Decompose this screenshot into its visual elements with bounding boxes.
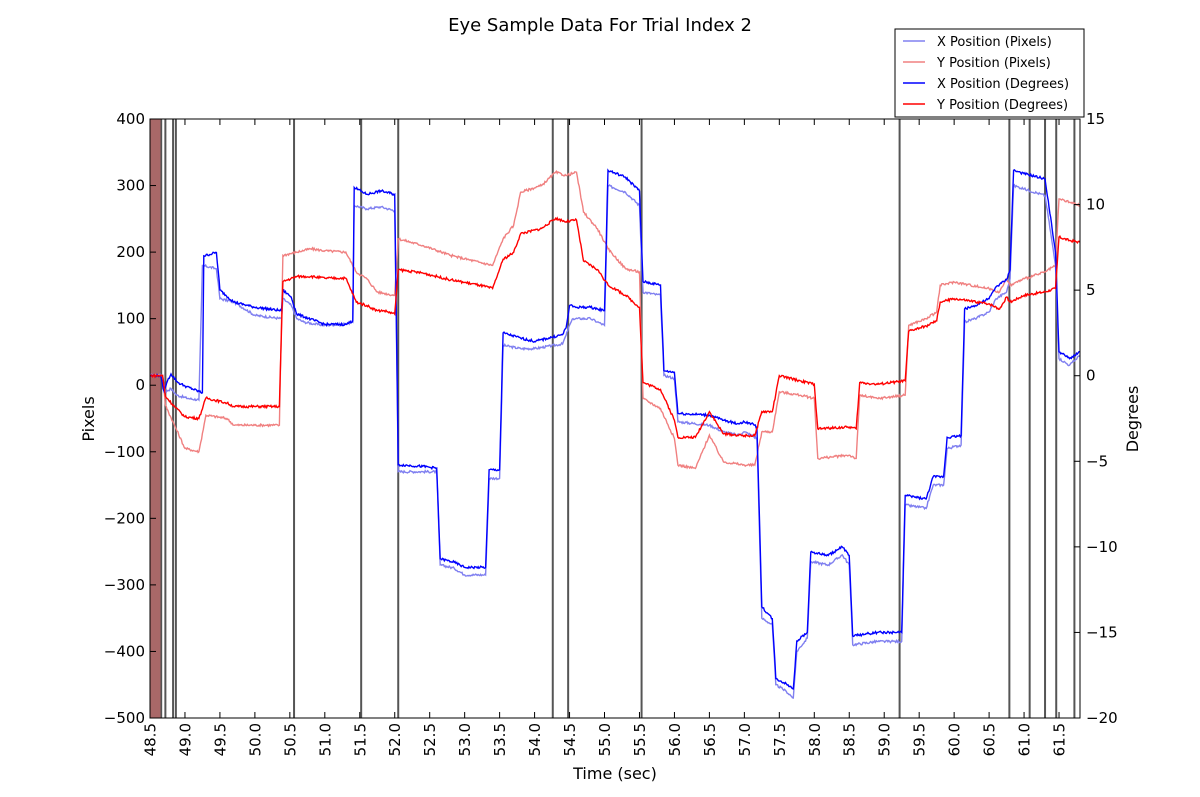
event-band: [150, 119, 161, 718]
series-layer: [149, 168, 1081, 699]
x-axis-ticks: 48.5 49.0 49.5 50.0 50.5 51.0 51.5 52.0 52.5 53.0…: [142, 119, 1069, 756]
x-tick-label-7: 52.0: [386, 723, 404, 756]
y-tick-label-7: −300: [104, 576, 145, 594]
y-tick-label-2: 200: [116, 243, 145, 261]
y-tick-label-9: −500: [104, 709, 145, 727]
x-tick-label-24: 60.5: [981, 723, 999, 756]
series-line-0: [149, 183, 1081, 699]
y-tick-label-6: −200: [104, 509, 145, 527]
legend-label-3: Y Position (Degrees): [936, 98, 1068, 113]
y-axis-label: Pixels: [79, 396, 98, 441]
y2-tick-label-0: 15: [1086, 110, 1105, 128]
y2-tick-label-7: −20: [1086, 709, 1118, 727]
x-tick-label-19: 58.0: [806, 723, 824, 756]
x-tick-label-5: 51.0: [316, 723, 334, 756]
plot-frame: [149, 118, 1081, 719]
y2-axis-ticks: 15 10 5 0 −5 −10 −15 −20: [1074, 110, 1118, 727]
y-tick-label-5: −100: [104, 443, 145, 461]
x-tick-label-3: 50.0: [246, 723, 264, 756]
legend-box: [894, 28, 1085, 118]
y2-tick-label-1: 10: [1086, 196, 1105, 214]
legend-label-1: Y Position (Pixels): [936, 56, 1051, 71]
x-tick-label-18: 57.5: [771, 723, 789, 756]
x-tick-label-14: 55.5: [631, 723, 649, 756]
y-tick-label-1: 300: [116, 177, 145, 195]
legend-label-2: X Position (Degrees): [937, 77, 1069, 92]
chart-title: Eye Sample Data For Trial Index 2: [448, 15, 752, 36]
legend: X Position (Pixels) Y Position (Pixels) X …: [894, 28, 1085, 118]
x-tick-label-6: 51.5: [351, 723, 369, 756]
x-tick-label-10: 53.5: [491, 723, 509, 756]
x-axis-label: Time (sec): [572, 764, 657, 783]
x-tick-label-11: 54.0: [526, 723, 544, 756]
x-tick-label-12: 54.5: [561, 723, 579, 756]
series-line-1: [149, 170, 1081, 470]
y-tick-label-0: 400: [116, 110, 145, 128]
y2-tick-label-3: 0: [1086, 367, 1096, 385]
x-tick-label-21: 59.0: [876, 723, 894, 756]
event-markers: [150, 119, 1076, 718]
y2-axis-label: Degrees: [1123, 386, 1142, 453]
x-tick-label-8: 52.5: [421, 723, 439, 756]
x-tick-label-9: 53.0: [456, 723, 474, 756]
series-line-2: [149, 168, 1081, 690]
x-tick-label-25: 61.0: [1016, 723, 1034, 756]
x-tick-label-13: 55.0: [596, 723, 614, 756]
x-tick-label-20: 58.5: [841, 723, 859, 756]
x-tick-label-16: 56.5: [701, 723, 719, 756]
y2-tick-label-4: −5: [1086, 452, 1108, 470]
x-tick-label-2: 49.5: [211, 723, 229, 756]
x-tick-label-26: 61.5: [1051, 723, 1069, 756]
y-tick-label-4: 0: [135, 376, 145, 394]
y2-tick-label-6: −15: [1086, 623, 1118, 641]
x-tick-label-17: 57.0: [736, 723, 754, 756]
x-tick-label-0: 48.5: [142, 723, 160, 756]
y-tick-label-3: 100: [116, 310, 145, 328]
x-tick-label-23: 60.0: [946, 723, 964, 756]
x-tick-label-22: 59.5: [911, 723, 929, 756]
y2-tick-label-2: 5: [1086, 281, 1096, 299]
y2-tick-label-5: −10: [1086, 538, 1118, 556]
y-axis-ticks: 400 300 200 100 0 −100 −200 −300 −400 −500: [104, 110, 156, 727]
x-tick-label-15: 56.0: [666, 723, 684, 756]
x-tick-label-4: 50.5: [281, 723, 299, 756]
series-line-3: [149, 216, 1081, 440]
y-tick-label-8: −400: [104, 642, 145, 660]
x-tick-label-1: 49.0: [176, 723, 194, 756]
legend-label-0: X Position (Pixels): [937, 35, 1052, 50]
